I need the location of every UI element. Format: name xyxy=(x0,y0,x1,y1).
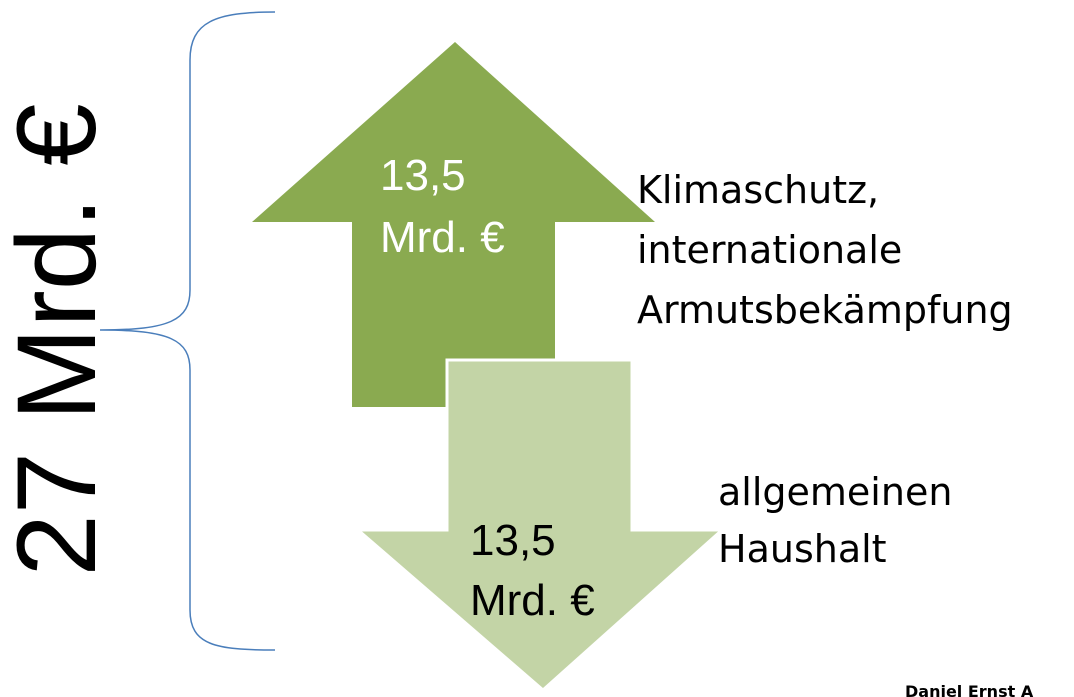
up-arrow xyxy=(252,42,655,407)
down-arrow xyxy=(353,358,726,692)
up-amount: 13,5 xyxy=(380,151,466,200)
brace xyxy=(99,11,276,651)
down-description: Haushalt xyxy=(718,527,887,571)
down-amount: 13,5 xyxy=(470,516,556,565)
up-description: Klimaschutz, xyxy=(637,168,879,212)
down-description: allgemeinen xyxy=(718,470,952,514)
total-label: 27 Mrd. € xyxy=(0,103,119,576)
footer: Daniel Ernst A xyxy=(905,682,1034,697)
down-amount: Mrd. € xyxy=(470,576,595,625)
up-amount: Mrd. € xyxy=(380,213,505,262)
up-description: Armutsbekämpfung xyxy=(637,288,1013,332)
up-description: internationale xyxy=(637,228,902,272)
